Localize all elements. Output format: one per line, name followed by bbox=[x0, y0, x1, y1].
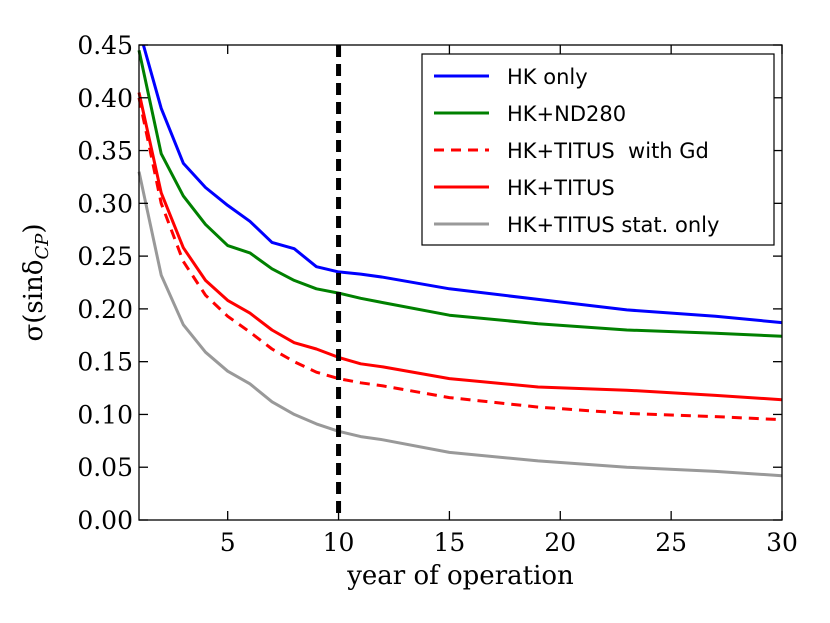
x-tick-label: 10 bbox=[323, 528, 355, 557]
y-tick-label: 0.25 bbox=[77, 242, 133, 271]
x-tick-label: 15 bbox=[434, 528, 466, 557]
y-tick-label: 0.05 bbox=[77, 453, 133, 482]
y-tick-label: 0.10 bbox=[77, 400, 133, 429]
series-line-4 bbox=[137, 92, 783, 402]
plot-frame bbox=[138, 44, 783, 521]
y-axis-label-close: ) bbox=[19, 224, 49, 234]
y-tick-label: 0.30 bbox=[77, 189, 133, 218]
x-tick-label: 20 bbox=[544, 528, 576, 557]
series-line-2 bbox=[137, 49, 783, 338]
series-line-3 bbox=[137, 97, 783, 422]
y-tick-label: 0.45 bbox=[77, 31, 133, 60]
y-tick-label: 0.00 bbox=[77, 506, 133, 535]
x-tick-label: 5 bbox=[220, 528, 236, 557]
series-line-1 bbox=[141, 44, 783, 325]
y-tick-label: 0.20 bbox=[77, 295, 133, 324]
y-axis-label-main: σ(sinδ bbox=[19, 260, 49, 342]
y-axis-label-subscript: CP bbox=[32, 233, 53, 260]
series-layer bbox=[137, 44, 783, 478]
x-axis-label: year of operation bbox=[346, 561, 574, 591]
legend: HK only HK+ND280 HK+TITUS with Gd HK+TITUS H… bbox=[421, 53, 775, 246]
legend-label-1: HK only bbox=[507, 65, 588, 89]
legend-label-5: HK+TITUS stat. only bbox=[507, 213, 719, 237]
x-tick-label: 30 bbox=[766, 528, 798, 557]
legend-label-2: HK+ND280 bbox=[507, 102, 626, 126]
y-tick-label: 0.35 bbox=[77, 137, 133, 166]
y-tick-label: 0.15 bbox=[77, 348, 133, 377]
legend-label-4: HK+TITUS bbox=[507, 176, 615, 200]
y-axis-label: σ(sinδCP) bbox=[19, 224, 53, 342]
series-line-5 bbox=[137, 171, 783, 478]
legend-label-3: HK+TITUS with Gd bbox=[507, 139, 709, 163]
ticks-layer: 5 10 15 20 25 30 0.00 0.05 0.10 0.15 0.20 0.25 0.30 0… bbox=[77, 31, 798, 557]
x-tick-label: 25 bbox=[655, 528, 687, 557]
legend-box bbox=[421, 53, 775, 246]
y-tick-label: 0.40 bbox=[77, 84, 133, 113]
